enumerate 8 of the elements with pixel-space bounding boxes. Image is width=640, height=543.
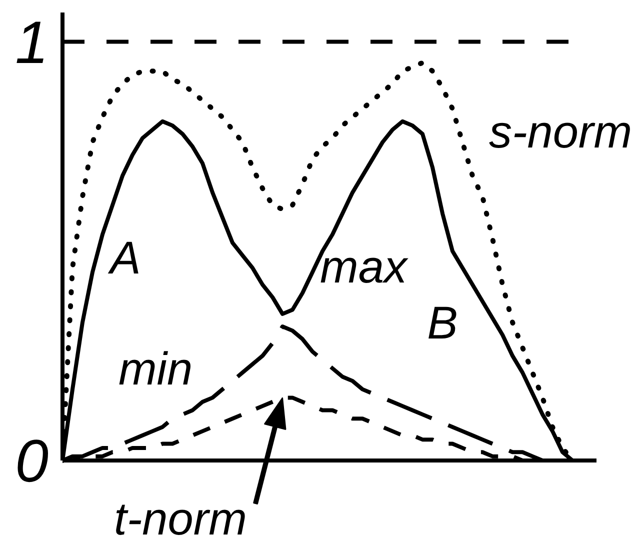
y-tick-label: 0 xyxy=(15,428,49,494)
series-label: min xyxy=(118,342,193,394)
series-label: max xyxy=(320,240,409,292)
series-label: s-norm xyxy=(488,106,632,158)
annotation: A xyxy=(107,232,141,284)
legend-label: t-norm xyxy=(114,492,247,543)
annotation: B xyxy=(427,296,458,348)
y-tick-label: 1 xyxy=(15,8,49,76)
